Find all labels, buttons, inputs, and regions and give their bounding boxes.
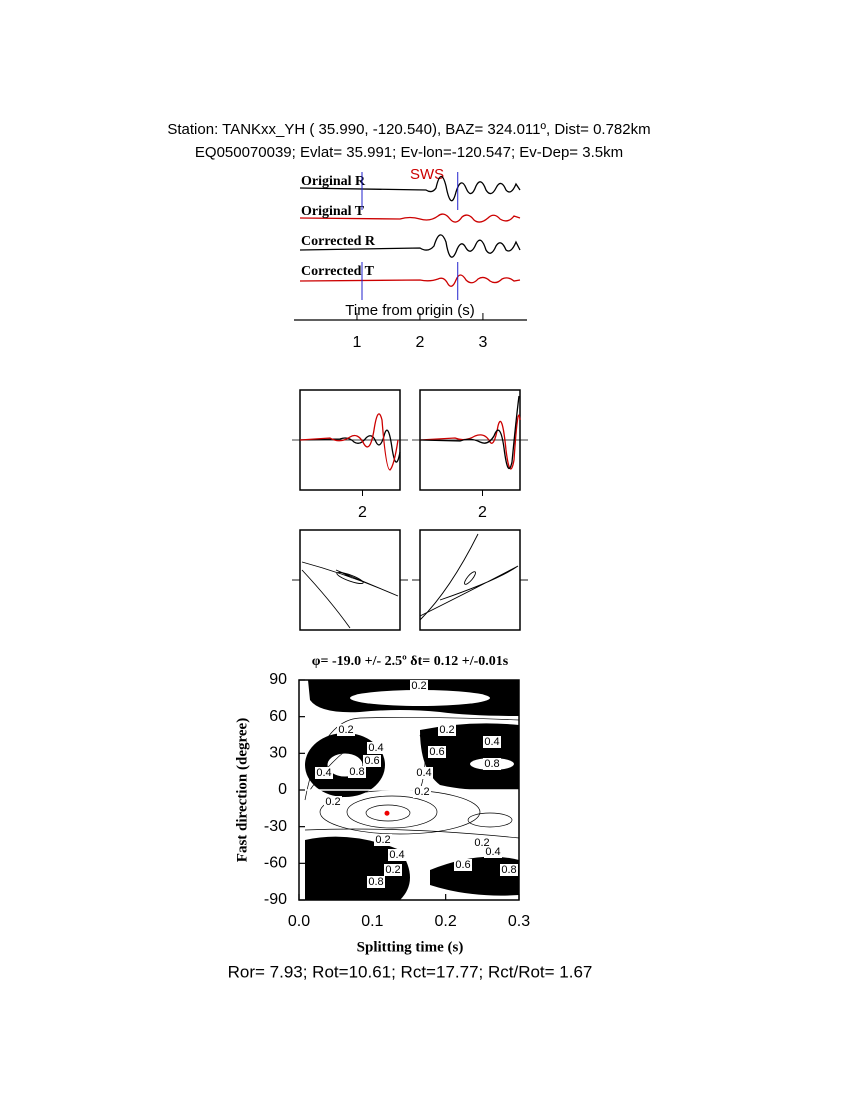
panel-frame <box>419 529 521 631</box>
contour-label-box <box>374 834 392 846</box>
contour-label: 0.2 <box>411 680 426 692</box>
x-tick-label: 1 <box>353 334 362 351</box>
contour-label-box <box>384 864 402 876</box>
contour-label-box <box>428 746 446 758</box>
contour-label: 0.8 <box>349 766 364 778</box>
misfit-surface <box>298 679 520 901</box>
contour-label: 0.2 <box>385 864 400 876</box>
panel-frame <box>299 529 401 631</box>
trace <box>419 395 520 470</box>
y-tick-label: 60 <box>269 708 287 725</box>
x-tick-label: 2 <box>358 504 367 521</box>
trace <box>299 413 399 471</box>
y-tick-label: 0 <box>278 781 287 798</box>
contour-label-box <box>324 796 342 808</box>
y-tick-label: -60 <box>264 855 287 872</box>
trace <box>299 234 521 258</box>
trace <box>299 175 521 202</box>
contour-label: 0.4 <box>484 736 499 748</box>
y-tick-label: 30 <box>269 745 287 762</box>
x-tick-label: 2 <box>478 504 487 521</box>
contour-label: 0.6 <box>455 859 470 871</box>
contour-label: 0.4 <box>389 849 404 861</box>
contour-label-box <box>367 876 385 888</box>
contour-label-box <box>410 680 428 692</box>
contour-label: 0.8 <box>501 864 516 876</box>
contour-title: φ= -19.0 +/- 2.5º δt= 0.12 +/-0.01s <box>312 654 509 669</box>
contour-label-box <box>438 724 456 736</box>
header-line: Station: TANKxx_YH ( 35.990, -120.540), … <box>167 121 650 138</box>
contour-label-box <box>500 864 518 876</box>
contour-label-box <box>483 736 501 748</box>
contour-label: 0.2 <box>439 724 454 736</box>
contour-label-box <box>363 755 381 767</box>
annotation: SWS <box>410 166 444 183</box>
trace-label: Original T <box>301 204 365 219</box>
y-tick-label: 90 <box>269 671 287 688</box>
contour-label-box <box>484 846 502 858</box>
trace <box>299 429 401 463</box>
contour-label-box <box>367 742 385 754</box>
contour-label: 0.4 <box>316 767 331 779</box>
contour-label-box <box>415 767 433 779</box>
contour-label: 0.8 <box>368 876 383 888</box>
contour-label-box <box>315 767 333 779</box>
x-axis-title: Splitting time (s) <box>357 939 464 955</box>
contour-label: 0.2 <box>338 724 353 736</box>
contour-label-box <box>454 859 472 871</box>
x-axis-title: Time from origin (s) <box>345 302 474 319</box>
traces <box>299 175 521 287</box>
y-tick-label: -90 <box>264 891 287 908</box>
contour-label: 0.8 <box>484 758 499 770</box>
x-tick-label: 0.1 <box>361 913 383 930</box>
trace-label: Corrected R <box>301 234 376 249</box>
trace <box>299 213 521 223</box>
contour-label-box <box>388 849 406 861</box>
x-tick-label: 3 <box>478 334 487 351</box>
contour-label: 0.4 <box>368 742 383 754</box>
trace <box>299 274 521 287</box>
x-tick-label: 0.3 <box>508 913 530 930</box>
contour-label-box <box>348 766 366 778</box>
particle-motion <box>292 533 528 629</box>
x-tick-label: 0.2 <box>435 913 457 930</box>
contour-label: 0.6 <box>429 746 444 758</box>
footer: Ror= 7.93; Rot=10.61; Rct=17.77; Rct/Rot… <box>228 962 593 981</box>
contour-label-box <box>483 758 501 770</box>
trace-label: Original R <box>301 174 366 189</box>
contour-label-box <box>337 724 355 736</box>
contour-label: 0.4 <box>485 846 500 858</box>
best-fit <box>384 810 390 816</box>
header-line: EQ050070039; Evlat= 35.991; Ev-lon=-120.… <box>195 144 623 161</box>
trace <box>419 414 521 470</box>
x-tick-label: 2 <box>415 334 424 351</box>
contour-label: 0.4 <box>416 767 431 779</box>
trace-label: Corrected T <box>301 264 375 279</box>
contour-label: 0.2 <box>474 837 489 849</box>
y-tick-label: -30 <box>264 818 287 835</box>
contour-label-box <box>413 786 431 798</box>
contour-label: 0.2 <box>414 786 429 798</box>
y-axis-title: Fast direction (degree) <box>234 718 250 862</box>
contour-label: 0.6 <box>364 755 379 767</box>
contour-label: 0.2 <box>325 796 340 808</box>
contour-label: 0.2 <box>375 834 390 846</box>
x-tick-label: 0.0 <box>288 913 310 930</box>
